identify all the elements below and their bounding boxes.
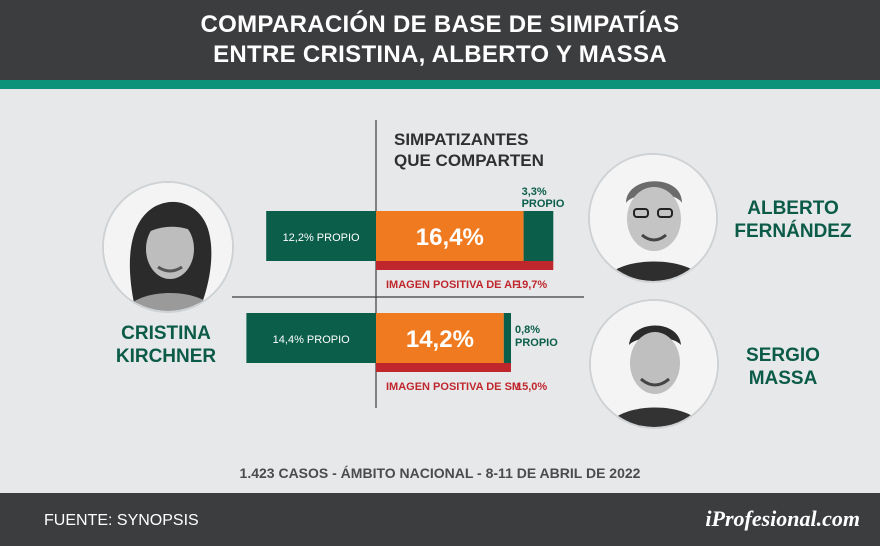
left-propio-bar [246,313,376,363]
header-bar [0,0,880,80]
man-portrait-icon [590,155,716,281]
positive-image-label: IMAGEN POSITIVA DE AF [386,279,519,291]
source-label: FUENTE: SYNOPSIS [44,512,199,529]
massa-name-line-2: MASSA [748,368,818,389]
shared-bar [376,211,524,261]
right-propio-label-line-1: 3,3% [522,186,547,198]
positive-image-bar [376,261,554,270]
shared-bar [376,313,504,363]
right-propio-label-line-2: PROPIO [515,337,558,349]
man-portrait-icon [591,301,717,427]
title-line-1: COMPARACIÓN DE BASE DE SIMPATÍAS [200,11,680,38]
footer-bar [0,493,880,546]
alberto-fernandez-avatar [588,153,718,283]
left-propio-label: 14,4% PROPIO [273,334,350,346]
left-propio-label: 12,2% PROPIO [283,232,360,244]
positive-image-bar [376,363,511,372]
alberto-name-line-1: ALBERTO [747,198,839,219]
alberto-name-line-2: FERNÁNDEZ [734,221,852,242]
header-accent-stripe [0,80,880,89]
shared-value-label: 16,4% [416,224,484,251]
cristina-name-line-2: KIRCHNER [115,346,217,367]
right-propio-bar [523,211,554,261]
positive-image-value-label: 19,7% [516,279,547,291]
right-propio-bar [503,313,511,363]
shared-value-label: 14,2% [406,326,474,353]
title-line-2: ENTRE CRISTINA, ALBERTO Y MASSA [213,41,667,68]
cristina-kirchner-name: CRISTINA KIRCHNER [96,322,236,368]
cristina-kirchner-avatar [102,181,234,313]
right-propio-label-line-1: 0,8% [515,324,540,336]
alberto-fernandez-name: ALBERTO FERNÁNDEZ [718,197,868,243]
cristina-name-line-1: CRISTINA [121,323,211,344]
woman-portrait-icon [104,183,232,311]
sergio-massa-avatar [589,299,719,429]
positive-image-label: IMAGEN POSITIVA DE SM [386,381,521,393]
axis-header-line-2: QUE COMPARTEN [394,151,544,170]
survey-footnote: 1.423 CASOS - ÁMBITO NACIONAL - 8-11 DE … [239,465,641,481]
axis-header-line-1: SIMPATIZANTES [394,130,528,149]
positive-image-value-label: 15,0% [516,381,547,393]
right-propio-label-line-2: PROPIO [522,198,565,210]
left-propio-bar [266,211,376,261]
massa-name-line-1: SERGIO [746,345,820,366]
sergio-massa-name: SERGIO MASSA [718,344,848,390]
brand-logo: iProfesional.com [705,506,860,531]
